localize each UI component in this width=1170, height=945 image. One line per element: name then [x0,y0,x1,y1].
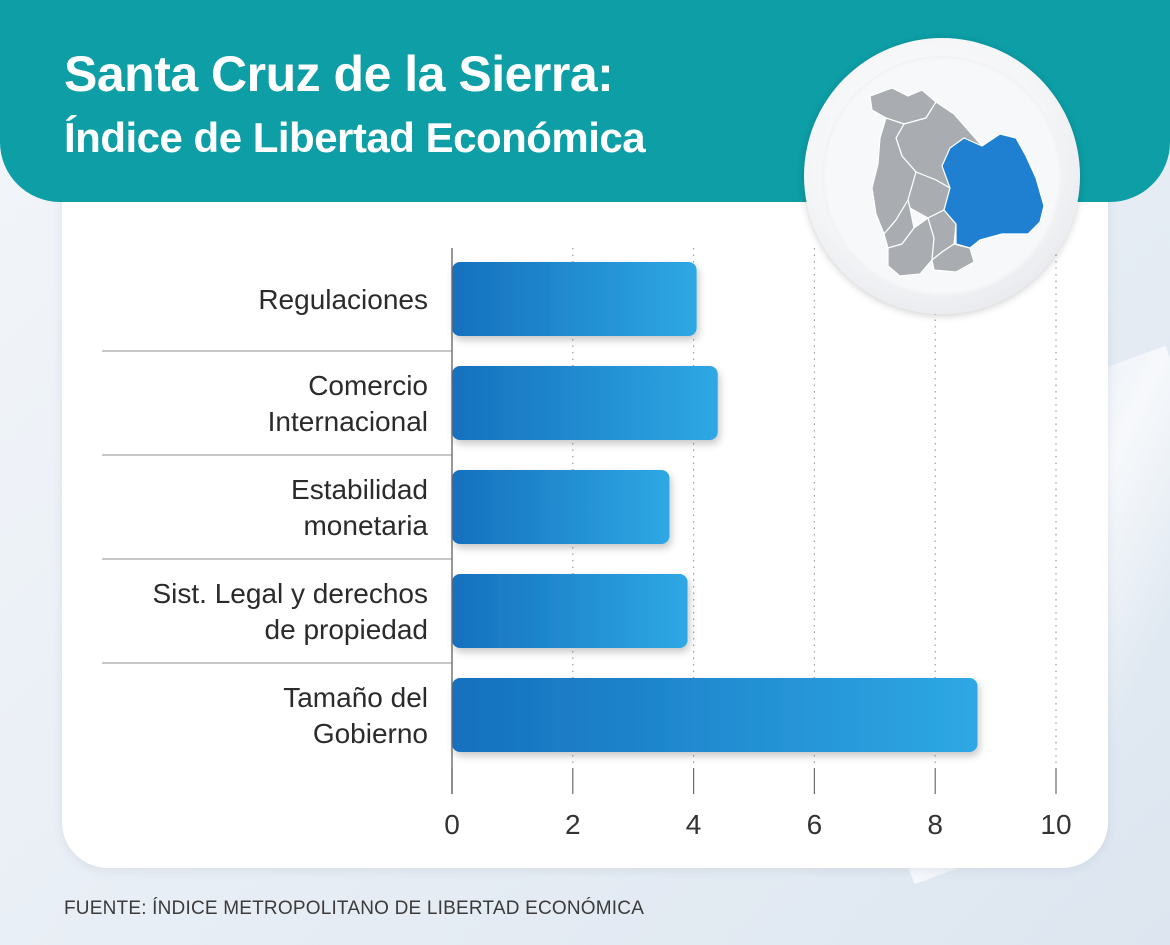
category-label: Comercio Internacional [268,370,428,437]
category-label: Regulaciones [258,284,428,315]
category-label-line: Sist. Legal y derechos [153,578,429,609]
source-note: FUENTE: ÍNDICE METROPOLITANO DE LIBERTAD… [64,898,645,919]
x-tick-label: 0 [444,809,460,840]
category-label-line: Estabilidad [291,474,428,505]
page-title: Santa Cruz de la Sierra: [64,46,614,102]
category-label-line: Regulaciones [258,284,428,315]
x-tick-label: 2 [565,809,581,840]
category-label-line: Internacional [268,406,428,437]
x-tick-label: 10 [1040,809,1071,840]
category-label-line: Tamaño del [283,682,428,713]
bolivia-map [869,87,1045,277]
bar [452,470,670,544]
category-label: Sist. Legal y derechos de propiedad [153,578,429,645]
category-label: Estabilidad monetaria [291,474,428,541]
bar [452,366,718,440]
map-region-santa-cruz [941,133,1045,249]
bar [452,262,697,336]
category-label-line: monetaria [303,510,428,541]
x-tick-label: 8 [927,809,943,840]
x-tick-label: 4 [686,809,702,840]
category-label: Tamaño del Gobierno [283,682,428,749]
bar [452,678,978,752]
bolivia-map-badge [804,38,1080,314]
category-label-line: Gobierno [313,718,428,749]
category-label-line: Comercio [308,370,428,401]
map-region-tarija [931,243,975,273]
category-label-line: de propiedad [265,614,428,645]
page-subtitle: Índice de Libertad Económica [64,114,646,161]
x-tick-label: 6 [807,809,823,840]
bar [452,574,688,648]
